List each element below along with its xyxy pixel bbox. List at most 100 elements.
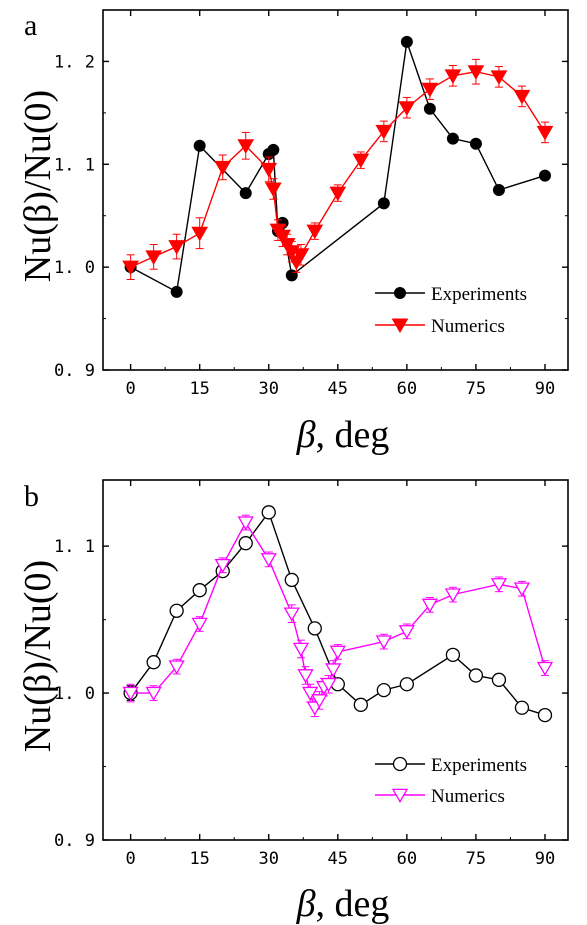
data-point xyxy=(391,788,409,803)
data-point xyxy=(375,635,392,650)
series-experiments xyxy=(124,35,551,298)
data-point xyxy=(122,686,139,702)
legend-label: Numerics xyxy=(431,786,505,807)
data-point xyxy=(191,226,209,242)
plot-frame xyxy=(102,479,569,841)
x-tick-label: 75 xyxy=(466,849,486,869)
x-tick-label: 60 xyxy=(397,849,417,869)
data-point xyxy=(145,686,162,702)
data-point xyxy=(375,124,393,140)
legend: Experiments Numerics xyxy=(375,284,527,337)
x-axis-label: β, deg xyxy=(296,414,390,456)
x-axis-label: β, deg xyxy=(296,883,390,925)
data-point xyxy=(238,536,253,551)
data-point xyxy=(352,153,370,169)
data-point xyxy=(191,617,208,632)
data-point xyxy=(538,169,551,182)
legend-label: Experiments xyxy=(431,755,527,776)
data-point xyxy=(423,102,436,115)
y-tick-label: 1. 0 xyxy=(54,684,95,704)
data-point xyxy=(469,137,482,150)
data-point xyxy=(292,248,310,263)
data-point xyxy=(306,224,324,240)
data-point xyxy=(536,125,554,141)
x-axis-label-unit: , deg xyxy=(316,414,390,456)
data-point xyxy=(168,240,186,255)
data-point xyxy=(329,645,346,660)
data-point xyxy=(237,139,255,154)
x-tick-label: 15 xyxy=(189,379,209,399)
data-point xyxy=(283,607,300,622)
data-point xyxy=(491,672,507,687)
data-point xyxy=(400,35,413,48)
data-point xyxy=(214,558,231,574)
data-point xyxy=(399,677,415,692)
plot-frame xyxy=(102,9,569,371)
data-point xyxy=(329,186,347,202)
data-point xyxy=(398,101,416,116)
x-tick-label: 90 xyxy=(535,849,555,869)
data-point xyxy=(391,318,409,334)
series-numerics xyxy=(122,58,554,280)
data-point xyxy=(274,229,291,245)
data-point xyxy=(320,677,337,693)
data-point xyxy=(537,707,553,723)
x-tick-label: 0 xyxy=(125,379,135,399)
x-tick-label: 15 xyxy=(189,849,209,869)
data-point xyxy=(267,143,280,156)
data-point xyxy=(421,82,439,98)
data-point xyxy=(278,238,296,253)
x-tick-label: 30 xyxy=(259,379,279,399)
series-line xyxy=(130,71,546,268)
data-point xyxy=(169,603,184,618)
legend: Experiments Numerics xyxy=(375,755,527,807)
data-point xyxy=(490,578,508,593)
data-point xyxy=(239,187,252,200)
data-point xyxy=(311,694,328,709)
data-point xyxy=(394,287,406,299)
data-point xyxy=(214,160,232,176)
y-tick-label: 1. 2 xyxy=(54,52,95,72)
data-point xyxy=(260,553,277,568)
x-tick-label: 30 xyxy=(259,849,279,869)
data-point xyxy=(192,583,207,598)
data-point xyxy=(292,642,310,657)
data-point xyxy=(536,661,554,677)
data-point xyxy=(421,598,439,613)
y-tick-label: 0. 9 xyxy=(54,361,95,381)
x-tick-label: 45 xyxy=(328,379,348,399)
y-tick-label: 0. 9 xyxy=(54,831,95,851)
data-point xyxy=(513,582,531,597)
panel-a: a 0 15 30 45 60 75 90 0. 9 1. 0 1. 1 1. 2 Nu(β)/Nu(0… xyxy=(17,9,569,456)
data-point xyxy=(444,69,462,84)
data-point xyxy=(237,516,254,531)
data-point xyxy=(302,686,319,702)
series-experiments xyxy=(123,505,553,723)
data-point xyxy=(513,89,531,105)
data-point xyxy=(297,669,314,684)
panel-b: b 0 15 30 45 60 75 90 0. 9 1. 0 1. 1 Nu(β)/Nu(0) β, … xyxy=(17,479,569,925)
data-point xyxy=(193,139,206,152)
data-point xyxy=(145,250,163,265)
x-tick-label: 75 xyxy=(466,379,486,399)
data-point xyxy=(377,197,390,210)
data-point xyxy=(444,588,462,603)
x-axis-label-symbol: β xyxy=(296,414,316,456)
x-axis-label-unit: , deg xyxy=(316,883,390,925)
data-point xyxy=(264,182,282,198)
series-numerics xyxy=(122,514,554,718)
x-tick-label: 90 xyxy=(535,379,555,399)
data-point xyxy=(261,505,276,520)
data-point xyxy=(285,269,298,282)
y-tick-label: 1. 0 xyxy=(54,258,95,278)
panel-letter: a xyxy=(24,9,37,42)
data-point xyxy=(146,655,161,670)
data-point xyxy=(468,668,484,683)
panel-letter: b xyxy=(24,480,39,513)
data-point xyxy=(170,285,183,298)
data-point xyxy=(168,660,185,675)
data-point xyxy=(284,572,299,588)
series-line xyxy=(130,41,546,293)
data-point xyxy=(467,65,485,80)
